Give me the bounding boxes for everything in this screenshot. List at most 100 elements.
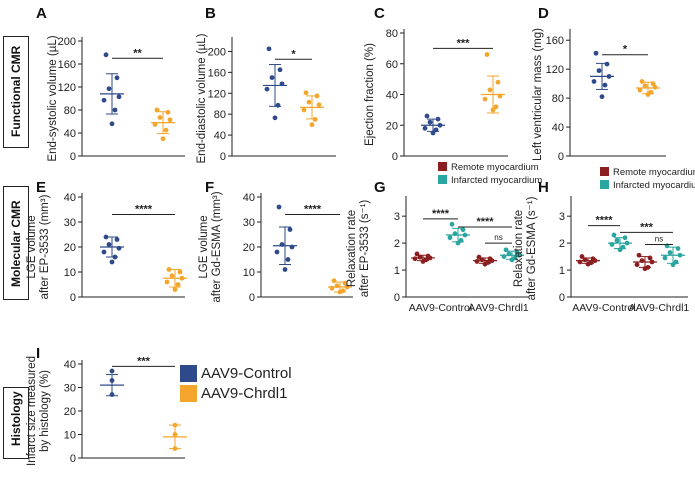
y-tick-label: 0	[70, 292, 76, 304]
y-tick-label: 160	[546, 35, 564, 47]
y-tick-label: 10	[64, 430, 76, 442]
data-point	[501, 254, 507, 259]
data-point	[670, 262, 676, 268]
legend-swatch	[600, 167, 609, 176]
category-label: AAV9-Chrdl1	[629, 302, 690, 314]
data-point	[334, 283, 340, 289]
group-legend: AAV9-Control AAV9-Chrdl1	[180, 363, 292, 403]
y-tick-label: 10	[243, 267, 255, 279]
group-3	[500, 247, 524, 263]
data-point	[593, 50, 599, 56]
data-point	[109, 392, 115, 397]
data-point	[604, 61, 610, 67]
y-tick-label: 10	[64, 267, 76, 279]
data-point	[337, 289, 343, 295]
data-point	[287, 227, 293, 232]
data-point	[634, 262, 640, 268]
data-point	[285, 257, 291, 262]
panel-letter: F	[205, 179, 214, 196]
significance-label: ns	[655, 234, 663, 243]
group-1	[636, 79, 660, 97]
data-point	[344, 284, 350, 290]
y-axis-label: Relaxation rateafter Gd-ESMA (s⁻¹)	[513, 196, 538, 300]
group-0	[411, 251, 435, 264]
panel-letter: D	[538, 5, 549, 22]
y-tick-label: 0	[394, 292, 400, 304]
legend-swatch	[438, 175, 447, 184]
group-1	[300, 90, 324, 128]
data-point	[479, 257, 485, 263]
legend-label: Infarcted myocardium	[451, 175, 542, 186]
y-tick-label: 20	[386, 120, 398, 132]
data-point	[177, 269, 183, 275]
legend-swatch-control	[180, 364, 197, 382]
group-1	[446, 221, 470, 246]
data-point	[599, 94, 605, 100]
data-point	[412, 256, 418, 262]
y-tick-label: 160	[58, 59, 76, 71]
panel-letter: H	[538, 179, 549, 196]
y-tick-label: 40	[552, 122, 564, 134]
y-tick-label: 0	[220, 151, 226, 163]
data-point	[649, 259, 655, 265]
data-point	[592, 258, 598, 264]
data-point	[179, 275, 185, 281]
data-point	[642, 83, 648, 89]
data-point	[166, 267, 172, 272]
legend-item-chrdl1: AAV9-Chrdl1	[180, 383, 292, 403]
panel-letter: A	[36, 5, 47, 22]
panel-g: G 0 1 2 3 Relaxation rateafter EP-3533 (s⁻¹) *…	[346, 162, 542, 314]
y-tick-label: 80	[386, 28, 398, 40]
y-tick-label: 0	[558, 151, 564, 163]
data-point	[316, 102, 322, 108]
data-point	[452, 231, 458, 237]
data-point	[109, 368, 115, 374]
y-tick-label: 1	[394, 265, 400, 277]
group-1	[328, 278, 352, 295]
group-3	[661, 243, 685, 268]
data-point	[289, 244, 295, 250]
data-point	[579, 254, 585, 259]
data-point	[101, 97, 107, 103]
data-point	[591, 79, 597, 84]
data-point	[617, 247, 623, 253]
category-label: AAV9-Control	[572, 302, 635, 314]
data-point	[516, 252, 522, 258]
panel-letter: E	[36, 179, 46, 196]
data-point	[420, 259, 426, 264]
y-tick-label: 0	[392, 151, 398, 163]
y-axis-label: Left ventricular mass (mg)	[532, 28, 544, 161]
group-0	[100, 234, 124, 265]
data-point	[497, 93, 503, 99]
data-point	[622, 235, 628, 241]
data-point	[611, 232, 617, 238]
data-point	[609, 242, 615, 247]
y-tick-label: 20	[64, 406, 76, 418]
data-point	[677, 252, 683, 258]
y-axis-label: Relaxation rateafter EP-3533 (s⁻¹)	[346, 200, 371, 298]
data-point	[169, 273, 175, 279]
data-point	[437, 122, 443, 128]
data-point	[417, 254, 423, 260]
legend-swatch	[600, 180, 609, 189]
legend-label-chrdl1: AAV9-Chrdl1	[201, 384, 288, 402]
significance-label: ****	[135, 204, 153, 216]
data-point	[112, 107, 118, 113]
functional-cmr-box	[3, 36, 29, 148]
data-point	[116, 94, 122, 100]
data-point	[116, 245, 122, 251]
data-point	[462, 232, 468, 238]
y-tick-label: 40	[64, 128, 76, 140]
data-point	[624, 240, 630, 246]
group-0	[263, 46, 287, 121]
group-0	[100, 52, 124, 127]
data-point	[266, 46, 272, 52]
significance-label: ****	[595, 215, 613, 227]
y-tick-label: 40	[64, 359, 76, 371]
data-point	[509, 257, 515, 263]
data-point	[106, 86, 112, 92]
y-tick-label: 30	[64, 383, 76, 395]
group-0	[590, 50, 614, 100]
